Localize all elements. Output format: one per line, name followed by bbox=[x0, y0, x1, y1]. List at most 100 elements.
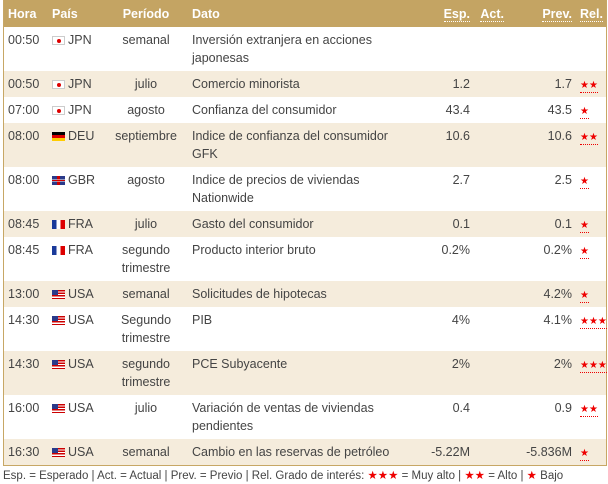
esp-cell bbox=[420, 27, 474, 71]
hora-cell: 13:00 bbox=[4, 281, 48, 307]
dato-cell: Indice de confianza del consumidor GFK bbox=[188, 123, 420, 167]
hora-cell: 16:30 bbox=[4, 439, 48, 465]
col-prev[interactable]: Prev. bbox=[508, 0, 576, 27]
act-cell bbox=[474, 211, 508, 237]
dato-cell: Indice de precios de viviendas Nationwid… bbox=[192, 173, 360, 205]
table-row: 08:45 FRA segundo trimestre Producto interi… bbox=[4, 237, 606, 281]
prev-cell: 0.9 bbox=[554, 401, 572, 415]
act-abbr[interactable]: Act. bbox=[480, 6, 504, 22]
importance-stars-icon[interactable]: ★ bbox=[580, 448, 589, 461]
country-code: GBR bbox=[68, 173, 96, 187]
table-row: 08:00 GBR agosto Indice de precios de vivie… bbox=[4, 167, 606, 211]
pais-cell: USA bbox=[48, 351, 104, 395]
dato-cell: Confianza del consumidor bbox=[192, 103, 337, 117]
esp-abbr[interactable]: Esp. bbox=[443, 6, 470, 22]
periodo-cell: semanal bbox=[122, 33, 170, 47]
esp-cell: -5.22M bbox=[420, 439, 474, 465]
col-rel[interactable]: Rel. bbox=[576, 0, 606, 27]
dato-cell: Comercio minorista bbox=[188, 71, 420, 97]
dato-cell: Solicitudes de hipotecas bbox=[188, 281, 420, 307]
periodo-cell: semanal bbox=[104, 439, 188, 465]
pais-cell: USA bbox=[48, 281, 104, 307]
flag-usa-icon bbox=[52, 290, 65, 299]
periodo-cell: septiembre bbox=[104, 123, 188, 167]
hora-cell: 14:30 bbox=[4, 351, 48, 395]
legend-text: = Muy alto | bbox=[398, 470, 465, 482]
legend-text: Esp. = Esperado | Act. = Actual | Prev. … bbox=[3, 470, 368, 482]
flag-jpn-icon bbox=[52, 106, 65, 115]
importance-stars-icon[interactable]: ★★ bbox=[580, 80, 598, 93]
importance-stars-icon[interactable]: ★★ bbox=[580, 404, 598, 417]
hora-cell: 14:30 bbox=[8, 313, 40, 327]
country-code: JPN bbox=[68, 33, 92, 47]
dato-cell: Producto interior bruto bbox=[192, 243, 316, 257]
table-row: 00:50 JPN julio Comercio minorista 1.2 1.7 ★★ bbox=[4, 71, 606, 97]
importance-stars-icon[interactable]: ★ bbox=[580, 220, 589, 233]
esp-cell: 1.2 bbox=[420, 71, 474, 97]
rel-cell: ★★ bbox=[576, 395, 606, 439]
flag-gbr-icon bbox=[52, 176, 65, 185]
table-row: 16:00 USA julio Variación de ventas de vivi… bbox=[4, 395, 606, 439]
importance-stars-icon[interactable]: ★ bbox=[580, 106, 589, 119]
country-code: DEU bbox=[68, 129, 95, 143]
col-periodo: Período bbox=[104, 0, 188, 27]
col-hora: Hora bbox=[4, 0, 48, 27]
prev-cell: 1.7 bbox=[508, 71, 576, 97]
importance-stars-icon[interactable]: ★ bbox=[580, 176, 589, 189]
economic-calendar-table: Hora País Período Dato Esp. Act. Prev. R… bbox=[3, 0, 607, 466]
esp-cell: 2.7 bbox=[452, 173, 470, 187]
rel-cell: ★★★ bbox=[576, 307, 607, 351]
importance-stars-icon[interactable]: ★ bbox=[580, 290, 589, 303]
hora-cell: 08:45 bbox=[4, 211, 48, 237]
dato-cell: PCE Subyacente bbox=[188, 351, 420, 395]
table-row: 07:00 JPN agosto Confianza del consumidor 43… bbox=[4, 97, 606, 123]
prev-cell: -5.836M bbox=[508, 439, 576, 465]
flag-usa-icon bbox=[52, 316, 65, 325]
importance-stars-icon[interactable]: ★★★ bbox=[580, 360, 607, 373]
act-cell bbox=[474, 281, 508, 307]
act-cell bbox=[474, 123, 508, 167]
periodo-cell: agosto bbox=[127, 103, 165, 117]
flag-fra-icon bbox=[52, 220, 65, 229]
prev-abbr[interactable]: Prev. bbox=[542, 6, 572, 22]
country-code: FRA bbox=[68, 217, 93, 231]
prev-cell: 0.1 bbox=[508, 211, 576, 237]
periodo-cell: Segundo trimestre bbox=[120, 313, 172, 345]
act-cell bbox=[474, 351, 508, 395]
pais-cell: USA bbox=[48, 395, 104, 439]
hora-cell: 08:00 bbox=[4, 123, 48, 167]
importance-stars-icon[interactable]: ★ bbox=[580, 246, 589, 259]
pais-cell: JPN bbox=[48, 71, 104, 97]
importance-stars-icon[interactable]: ★★★ bbox=[580, 316, 607, 329]
pais-cell: FRA bbox=[48, 211, 104, 237]
act-cell bbox=[474, 395, 508, 439]
prev-cell: 0.2% bbox=[543, 243, 573, 257]
one-star-icon: ★ bbox=[526, 470, 537, 482]
prev-cell: 2% bbox=[508, 351, 576, 395]
country-code: USA bbox=[68, 287, 94, 301]
dato-cell: Cambio en las reservas de petróleo bbox=[188, 439, 420, 465]
rel-cell: ★ bbox=[576, 237, 606, 281]
hora-cell: 08:00 bbox=[8, 173, 40, 187]
prev-cell: 43.5 bbox=[547, 103, 572, 117]
two-stars-icon: ★★ bbox=[464, 470, 485, 482]
importance-stars-icon[interactable]: ★★ bbox=[580, 132, 598, 145]
hora-cell: 08:45 bbox=[8, 243, 40, 257]
rel-cell: ★ bbox=[576, 167, 606, 211]
act-cell bbox=[474, 27, 508, 71]
legend-footer: Esp. = Esperado | Act. = Actual | Prev. … bbox=[3, 469, 608, 484]
col-dato: Dato bbox=[188, 0, 420, 27]
act-cell bbox=[474, 97, 508, 123]
legend-text: Bajo bbox=[536, 470, 564, 482]
col-esp[interactable]: Esp. bbox=[420, 0, 474, 27]
pais-cell: JPN bbox=[48, 27, 104, 71]
flag-fra-icon bbox=[52, 246, 65, 255]
flag-deu-icon bbox=[52, 132, 65, 141]
flag-usa-icon bbox=[52, 404, 65, 413]
periodo-cell: julio bbox=[104, 71, 188, 97]
col-act[interactable]: Act. bbox=[474, 0, 508, 27]
dato-cell: Gasto del consumidor bbox=[188, 211, 420, 237]
rel-abbr[interactable]: Rel. bbox=[580, 6, 603, 22]
prev-cell: 4.1% bbox=[543, 313, 573, 327]
pais-cell: USA bbox=[48, 307, 104, 351]
